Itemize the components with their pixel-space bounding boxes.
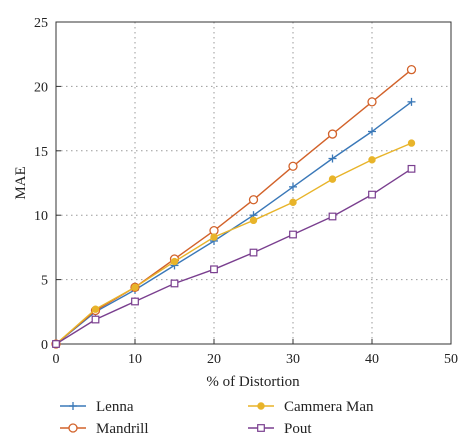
y-tick-label: 0	[41, 338, 48, 353]
legend-item: Mandrill	[60, 421, 149, 437]
legend-label: Cammera Man	[284, 399, 374, 415]
data-point	[289, 198, 297, 207]
data-point	[407, 139, 416, 147]
y-axis-label: MAE	[13, 166, 29, 199]
legend-label: Pout	[284, 421, 312, 437]
data-point	[249, 216, 258, 225]
data-point	[248, 195, 259, 205]
data-point	[289, 230, 297, 239]
y-tick-label: 5	[41, 274, 48, 289]
series-2	[52, 139, 416, 348]
data-point	[288, 161, 298, 171]
legend-label: Mandrill	[96, 421, 149, 437]
data-point	[170, 279, 179, 288]
series-line	[55, 69, 412, 345]
data-point	[91, 315, 100, 324]
legend-marker	[257, 402, 265, 410]
plot-frame	[55, 21, 452, 345]
axis-ticks: 0 10 20 30 40 50 0 5 10 15 20 25	[34, 16, 458, 367]
x-tick-label: 50	[444, 352, 458, 367]
x-axis-label: % of Distortion	[206, 374, 300, 390]
legend-marker	[68, 423, 78, 433]
data-point	[131, 283, 139, 292]
data-point	[367, 97, 377, 107]
x-tick-label: 30	[286, 352, 300, 367]
x-tick-label: 0	[53, 352, 60, 367]
legend-marker	[69, 402, 77, 410]
series-line	[55, 101, 412, 345]
data-point	[170, 257, 179, 266]
data-point	[407, 164, 416, 173]
data-point	[328, 175, 337, 183]
data-point	[249, 248, 258, 257]
data-point	[328, 212, 337, 221]
data-point	[368, 156, 376, 164]
data-point	[368, 190, 376, 199]
data-point	[52, 340, 60, 348]
series-lines	[51, 65, 417, 349]
legend-label: Lenna	[96, 399, 134, 415]
legend: Lenna Mandrill Cammera Man Pout	[60, 399, 374, 437]
y-tick-label: 25	[34, 16, 48, 31]
data-point	[327, 129, 338, 139]
data-point	[368, 127, 376, 136]
data-point	[91, 305, 100, 313]
y-tick-label: 20	[34, 80, 48, 95]
series-3	[52, 164, 416, 348]
data-point	[289, 182, 297, 191]
x-tick-label: 20	[207, 352, 221, 367]
series-0	[52, 97, 416, 348]
data-point	[210, 233, 218, 241]
data-point	[406, 65, 417, 75]
x-tick-label: 40	[365, 352, 379, 367]
series-line	[55, 168, 412, 345]
grid-lines	[56, 22, 451, 344]
legend-marker	[257, 424, 265, 432]
data-point	[131, 297, 139, 306]
data-point	[328, 154, 337, 163]
series-line	[55, 142, 412, 345]
legend-item: Cammera Man	[248, 399, 374, 415]
data-point	[210, 265, 218, 274]
data-point	[407, 97, 416, 106]
x-tick-label: 10	[128, 352, 142, 367]
legend-item: Pout	[248, 421, 312, 437]
legend-item: Lenna	[60, 399, 134, 415]
y-tick-label: 15	[34, 145, 48, 160]
y-tick-label: 10	[34, 209, 48, 224]
